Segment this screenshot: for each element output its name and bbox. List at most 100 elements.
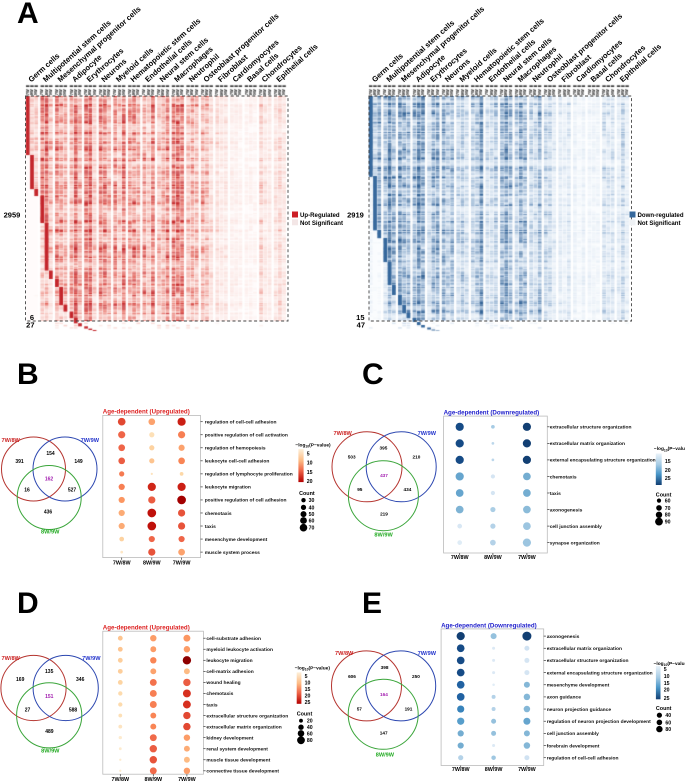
svg-text:muscle tissue development: muscle tissue development	[206, 758, 270, 764]
svg-text:219: 219	[380, 511, 388, 516]
svg-text:7W/8W: 7W/8W	[451, 555, 470, 561]
svg-text:15: 15	[307, 470, 313, 476]
svg-text:15: 15	[356, 313, 364, 322]
svg-text:kidney development: kidney development	[206, 736, 253, 742]
svg-text:398: 398	[381, 665, 389, 670]
svg-text:25: 25	[305, 700, 311, 706]
svg-text:C: C	[362, 358, 384, 391]
svg-text:axonogenesis: axonogenesis	[550, 507, 583, 513]
svg-text:40: 40	[665, 713, 671, 719]
svg-text:10: 10	[305, 681, 311, 687]
svg-text:7W/8W: 7W/8W	[111, 777, 130, 783]
svg-text:210: 210	[412, 455, 420, 460]
svg-text:437: 437	[380, 473, 388, 478]
svg-text:synapse organization: synapse organization	[550, 540, 600, 546]
svg-text:8W/9W: 8W/9W	[41, 530, 60, 536]
svg-text:chemotaxis: chemotaxis	[205, 511, 232, 517]
svg-text:external encapsulating structu: external encapsulating structure organiz…	[547, 670, 653, 676]
svg-text:7W/8W: 7W/8W	[2, 438, 21, 444]
svg-text:30: 30	[309, 498, 315, 504]
svg-text:regulation of hemopoiesis: regulation of hemopoiesis	[205, 446, 266, 452]
svg-text:extracellular matrix organizat: extracellular matrix organization	[550, 441, 625, 447]
svg-text:extracellular structure organi: extracellular structure organization	[550, 425, 632, 431]
svg-text:D: D	[17, 587, 39, 620]
svg-text:−log10(P−value): −log10(P−value)	[654, 446, 685, 452]
svg-text:135: 135	[45, 669, 54, 675]
svg-text:8W/9W: 8W/9W	[374, 532, 393, 538]
svg-text:extracellular structure organi: extracellular structure organization	[206, 713, 288, 719]
svg-text:503: 503	[348, 455, 356, 460]
svg-text:164: 164	[380, 692, 388, 697]
svg-text:B: B	[17, 358, 39, 391]
svg-text:7W/8W: 7W/8W	[113, 561, 132, 567]
svg-text:chemotaxis: chemotaxis	[550, 474, 577, 480]
svg-text:436: 436	[44, 510, 53, 516]
svg-text:60: 60	[665, 499, 671, 505]
svg-text:taxis: taxis	[205, 524, 216, 530]
svg-text:7W/9W: 7W/9W	[82, 656, 101, 662]
svg-text:−log10(P−value): −log10(P−value)	[295, 665, 331, 671]
svg-text:axonogenesis: axonogenesis	[547, 634, 580, 640]
svg-text:40: 40	[309, 505, 315, 511]
svg-text:myeloid leukocyte activation: myeloid leukocyte activation	[206, 647, 273, 653]
svg-text:606: 606	[348, 674, 356, 679]
svg-text:154: 154	[46, 451, 55, 457]
svg-text:191: 191	[405, 707, 413, 712]
svg-text:60: 60	[665, 720, 671, 726]
svg-text:20: 20	[665, 468, 671, 474]
svg-text:leukocyte migration: leukocyte migration	[205, 485, 251, 491]
svg-text:positive regulation of cell ad: positive regulation of cell adhesion	[205, 498, 287, 504]
svg-text:connective tissue development: connective tissue development	[206, 769, 279, 775]
svg-text:15: 15	[665, 459, 671, 465]
svg-text:25: 25	[664, 696, 670, 702]
svg-text:27: 27	[26, 320, 34, 329]
svg-text:70: 70	[309, 526, 315, 532]
svg-text:7W/9W: 7W/9W	[81, 438, 100, 444]
svg-text:16: 16	[24, 488, 30, 494]
svg-text:muscle system process: muscle system process	[205, 550, 260, 556]
svg-text:20: 20	[664, 688, 670, 694]
svg-text:cell junction assembly: cell junction assembly	[547, 731, 599, 737]
svg-text:Age-dependent (Upregulated): Age-dependent (Upregulated)	[103, 409, 190, 416]
svg-text:A: A	[17, 0, 39, 30]
svg-text:7W/9W: 7W/9W	[178, 777, 197, 783]
svg-text:axon guidance: axon guidance	[547, 695, 582, 701]
svg-text:extracellular structure organi: extracellular structure organization	[547, 658, 629, 664]
svg-text:151: 151	[45, 694, 54, 700]
svg-text:Count: Count	[656, 706, 672, 712]
svg-text:Age-dependent (Downregulated): Age-dependent (Downregulated)	[441, 622, 537, 629]
svg-text:extracellular matrix organizat: extracellular matrix organization	[206, 724, 281, 730]
svg-text:8W/9W: 8W/9W	[41, 748, 60, 754]
svg-text:60: 60	[307, 731, 313, 737]
svg-text:cell junction assembly: cell junction assembly	[550, 524, 602, 530]
svg-text:90: 90	[665, 520, 671, 526]
svg-text:10: 10	[664, 674, 670, 680]
svg-text:7W/9W: 7W/9W	[518, 555, 537, 561]
svg-text:20: 20	[307, 479, 313, 485]
svg-text:149: 149	[74, 459, 83, 465]
svg-text:7W/8W: 7W/8W	[334, 431, 353, 437]
svg-text:147: 147	[380, 731, 388, 736]
svg-text:47: 47	[357, 320, 365, 329]
svg-text:20: 20	[305, 694, 311, 700]
svg-text:2959: 2959	[4, 211, 21, 220]
svg-text:Not Significant: Not Significant	[300, 220, 343, 227]
svg-text:Count: Count	[299, 491, 315, 497]
svg-text:8W/9W: 8W/9W	[376, 752, 395, 758]
svg-text:leukocyte cell-cell adhesion: leukocyte cell-cell adhesion	[205, 459, 270, 465]
svg-text:−log10(P−value): −log10(P−value)	[654, 661, 685, 667]
svg-text:489: 489	[45, 729, 54, 735]
svg-text:leukocyte migration: leukocyte migration	[206, 658, 252, 664]
svg-text:regulation of lymphocyte proli: regulation of lymphocyte proliferation	[205, 472, 293, 478]
svg-text:57: 57	[357, 707, 363, 712]
svg-text:7W/9W: 7W/9W	[518, 767, 537, 773]
svg-text:50: 50	[309, 512, 315, 518]
svg-text:434: 434	[403, 487, 411, 492]
svg-text:regulation of cell-cell adhesi: regulation of cell-cell adhesion	[205, 420, 277, 426]
svg-text:chemotaxis: chemotaxis	[206, 691, 233, 697]
svg-text:7W/9W: 7W/9W	[418, 431, 437, 437]
svg-text:regulation of neuron projectio: regulation of neuron projection developm…	[547, 719, 651, 725]
svg-text:95: 95	[357, 487, 363, 492]
svg-text:80: 80	[665, 727, 671, 733]
svg-text:7W/9W: 7W/9W	[418, 651, 437, 657]
